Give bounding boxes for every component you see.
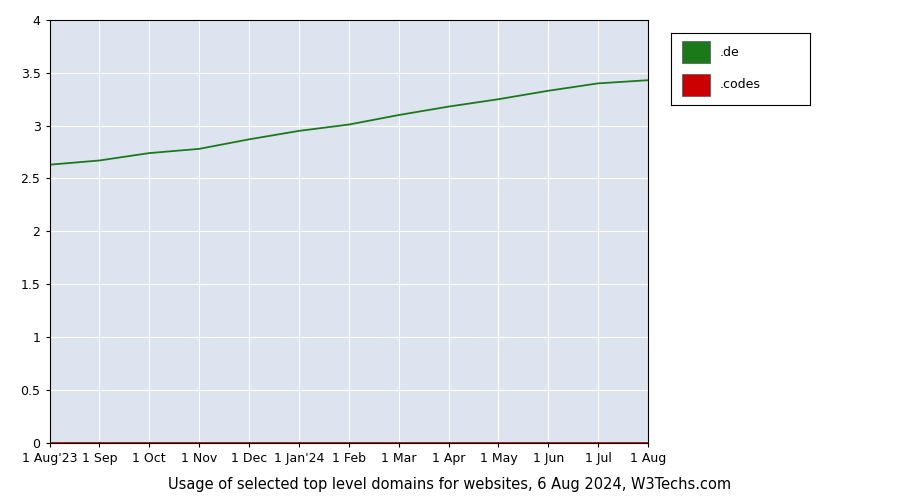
.codes bbox=[144, 440, 155, 446]
.de bbox=[194, 146, 204, 152]
.codes bbox=[194, 440, 204, 446]
.de bbox=[593, 80, 604, 86]
.de bbox=[293, 128, 304, 134]
.codes bbox=[443, 440, 454, 446]
.de bbox=[44, 162, 55, 168]
.codes bbox=[493, 440, 504, 446]
.codes bbox=[643, 440, 653, 446]
Line: .de: .de bbox=[50, 80, 648, 164]
.codes bbox=[94, 440, 104, 446]
.de bbox=[643, 77, 653, 83]
.codes bbox=[293, 440, 304, 446]
.de bbox=[244, 136, 255, 142]
.de bbox=[543, 88, 553, 94]
.de bbox=[94, 158, 104, 164]
.codes bbox=[44, 440, 55, 446]
.de bbox=[393, 112, 404, 118]
.codes bbox=[593, 440, 604, 446]
.codes bbox=[344, 440, 355, 446]
.de bbox=[493, 96, 504, 102]
.codes bbox=[543, 440, 553, 446]
.de bbox=[144, 150, 155, 156]
Text: Usage of selected top level domains for websites, 6 Aug 2024, W3Techs.com: Usage of selected top level domains for … bbox=[168, 478, 732, 492]
.codes bbox=[393, 440, 404, 446]
Text: .de: .de bbox=[719, 46, 739, 59]
.codes bbox=[244, 440, 255, 446]
Bar bbox=[681, 41, 709, 63]
Bar bbox=[681, 74, 709, 96]
.de bbox=[443, 104, 454, 110]
Text: .codes: .codes bbox=[719, 78, 760, 91]
.de bbox=[344, 122, 355, 128]
